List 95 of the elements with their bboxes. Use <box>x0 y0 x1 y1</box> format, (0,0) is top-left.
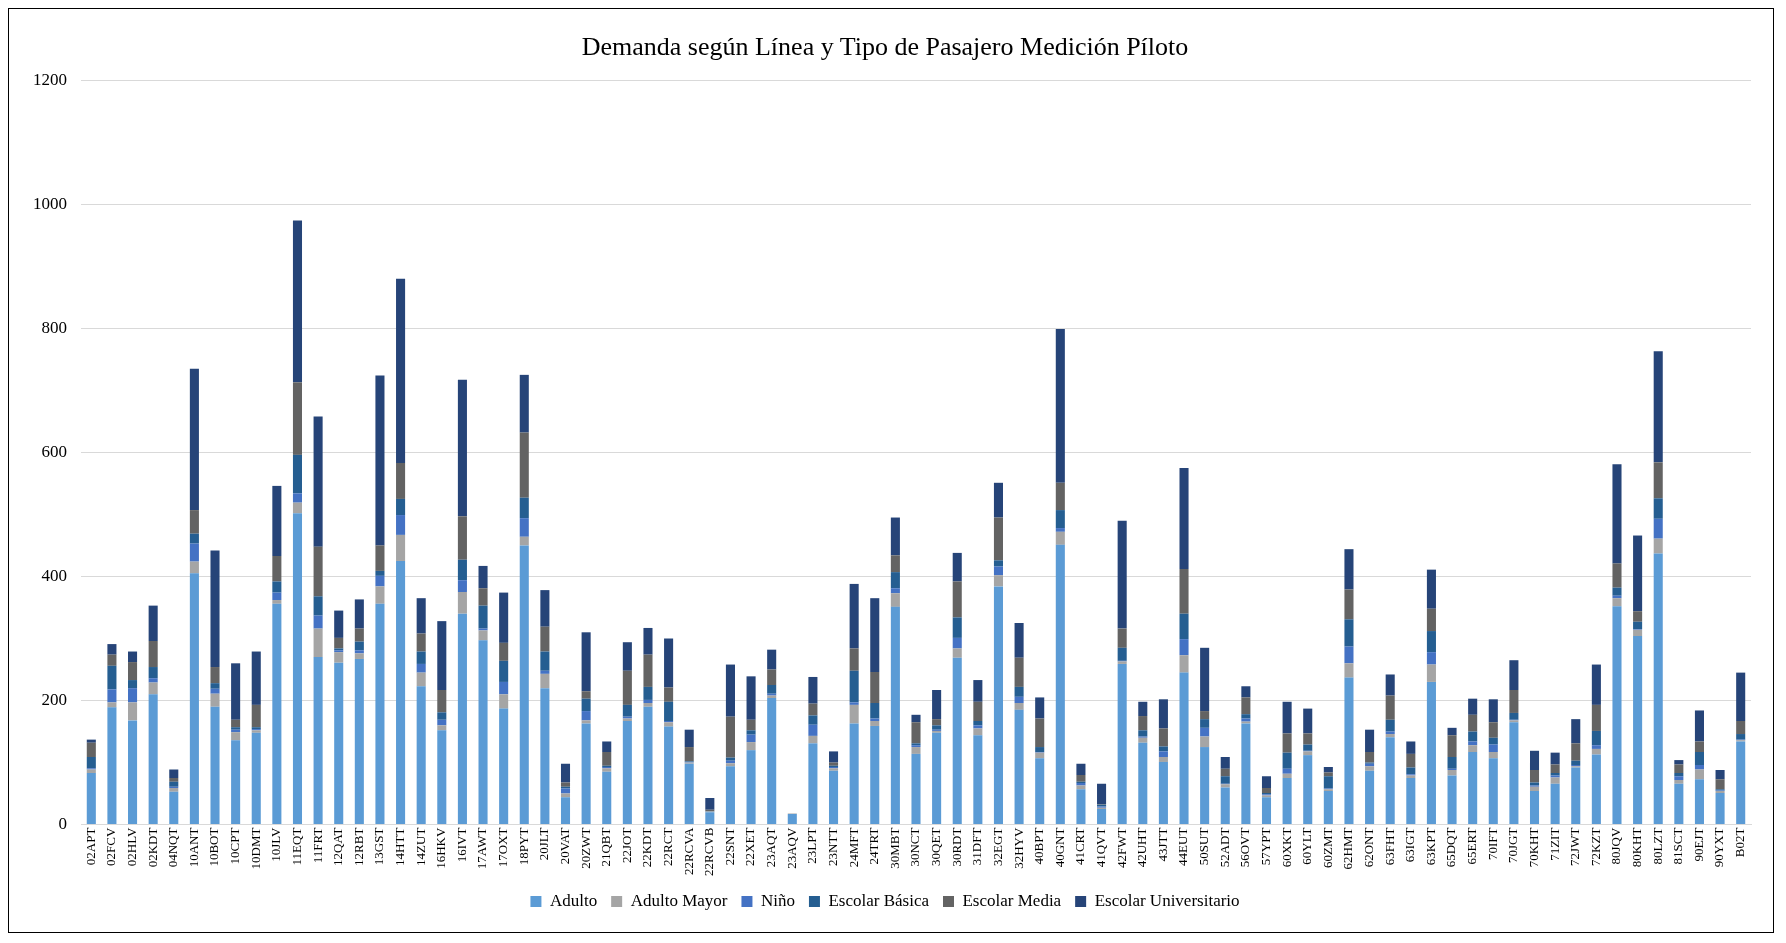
x-tick-label: 80JQV <box>1608 827 1624 865</box>
x-tick-label: 13GST <box>371 827 387 866</box>
x-tick-label: 23AQT <box>763 827 779 868</box>
x-tick-label: 17OXT <box>495 827 511 868</box>
legend-label: Escolar Básica <box>828 890 930 910</box>
x-tick-label: 41QVT <box>1092 827 1108 868</box>
x-tick-label: 16HKV <box>433 826 449 869</box>
x-tick-label: 70IFT <box>1484 827 1500 861</box>
x-tick-label: 20JLT <box>536 827 552 861</box>
x-tick-label: 14ZUT <box>412 827 428 866</box>
legend-label: Adulto <box>549 890 598 910</box>
x-tick-label: 30QET <box>928 827 944 866</box>
x-tick-label: 23NTT <box>824 827 840 866</box>
x-tick-label: 02KDT <box>144 827 160 868</box>
x-tick-label: 14HTT <box>391 827 407 866</box>
x-tick-label: 11EQT <box>288 827 304 866</box>
legend-label: Escolar Media <box>962 890 1062 910</box>
x-tick-label: 40BPT <box>1031 827 1047 865</box>
x-tick-label: 71ZIT <box>1546 827 1562 861</box>
x-tick-label: B02T <box>1732 827 1748 858</box>
x-tick-label: 90YXT <box>1711 827 1727 868</box>
x-tick-label: 62HMT <box>1340 827 1356 870</box>
x-tick-label: 11FRT <box>309 827 325 864</box>
x-tick-label: 42FWT <box>1113 827 1129 869</box>
x-tick-label: 04NQT <box>165 827 181 868</box>
y-tick-label: 600 <box>41 441 67 461</box>
x-tick-label: 60XKT <box>1278 827 1294 868</box>
x-tick-label: 20ZWT <box>577 827 593 869</box>
x-tick-label: 81SCT <box>1670 827 1686 865</box>
x-tick-label: 10BOT <box>206 827 222 867</box>
x-tick-label: 10DMT <box>247 827 263 870</box>
x-tick-label: 02HLV <box>123 826 139 867</box>
x-tick-label: 43JTT <box>1154 827 1170 862</box>
x-tick-label: 80LZT <box>1649 827 1665 865</box>
x-tick-label: 23AQV <box>783 826 799 869</box>
y-tick-label: 0 <box>58 814 67 834</box>
x-tick-label: 32EGT <box>989 827 1005 866</box>
x-tick-label: 20VAT <box>556 827 572 865</box>
x-tick-label: 90EJT <box>1690 827 1706 862</box>
legend-label: Adulto Mayor <box>630 890 728 910</box>
x-tick-label: 02FCV <box>103 827 119 866</box>
y-tick-label: 400 <box>41 565 67 585</box>
x-tick-label: 18PYT <box>515 827 531 866</box>
x-tick-label: 41CRT <box>1072 827 1088 866</box>
x-tick-label: 21QBT <box>598 827 614 867</box>
y-tick-label: 1200 <box>33 69 67 89</box>
x-tick-label: 22JOT <box>618 827 634 863</box>
x-tick-label: 30MBT <box>886 827 902 869</box>
x-tick-label: 63FHT <box>1381 827 1397 866</box>
x-tick-label: 02APT <box>82 827 98 866</box>
x-tick-label: 72KZT <box>1587 827 1603 866</box>
x-tick-label: 44EUT <box>1175 827 1191 866</box>
y-tick-label: 1000 <box>33 193 67 213</box>
x-tick-label: 22RCVA <box>680 827 696 876</box>
x-tick-label: 23LPT <box>804 827 820 864</box>
x-tick-label: 22RCVB <box>701 827 717 877</box>
x-tick-label: 50SUT <box>1196 827 1212 866</box>
x-tick-label: 63IGT <box>1402 827 1418 863</box>
chart-title: Demanda según Línea y Tipo de Pasajero Medición Píloto <box>581 32 1189 62</box>
x-tick-label: 56OVT <box>1237 827 1253 868</box>
x-tick-label: 52ADT <box>1216 827 1232 868</box>
x-tick-label: 12RBT <box>350 827 366 866</box>
legend-label: Escolar Universitario <box>1094 890 1240 910</box>
x-tick-label: 70JGT <box>1505 827 1521 863</box>
x-tick-label: 31DFT <box>969 827 985 866</box>
x-tick-label: 10ANT <box>185 827 201 868</box>
x-tick-label: 16IVT <box>453 827 469 863</box>
x-tick-label: 62ONT <box>1361 827 1376 868</box>
x-tick-label: 57YPT <box>1257 827 1273 866</box>
x-tick-label: 70KHT <box>1525 827 1541 868</box>
x-tick-label: 22RCT <box>660 827 676 866</box>
x-tick-label: 60YLT <box>1299 827 1315 865</box>
x-tick-label: 65ERT <box>1464 827 1480 865</box>
x-tick-label: 22XET <box>742 827 758 866</box>
x-tick-label: 30RDT <box>948 827 964 867</box>
x-tick-label: 24TRT <box>866 827 882 865</box>
x-tick-label: 10CPT <box>227 827 243 865</box>
x-tick-label: 40GNT <box>1051 827 1067 868</box>
x-tick-label: 63KPT <box>1422 827 1438 866</box>
x-tick-label: 12QAT <box>330 827 346 866</box>
x-tick-label: 17AWT <box>474 827 490 870</box>
legend-label: Niño <box>760 890 795 910</box>
x-tick-label: 32HYV <box>1010 826 1026 869</box>
x-tick-label: 22KDT <box>639 827 655 868</box>
x-tick-label: 10JLV <box>268 827 284 862</box>
x-tick-label: 30NCT <box>907 827 923 867</box>
x-tick-label: 72JWT <box>1567 827 1583 866</box>
x-tick-label: 24MFT <box>845 827 861 868</box>
x-tick-label: 80KHT <box>1629 827 1645 868</box>
y-tick-label: 200 <box>41 690 67 709</box>
x-tick-label: 65DQT <box>1443 827 1459 868</box>
x-tick-label: 22SNT <box>721 827 737 866</box>
x-tick-label: 42UHT <box>1134 827 1150 868</box>
y-tick-label: 800 <box>41 317 67 337</box>
x-tick-label: 60ZMT <box>1319 827 1335 869</box>
